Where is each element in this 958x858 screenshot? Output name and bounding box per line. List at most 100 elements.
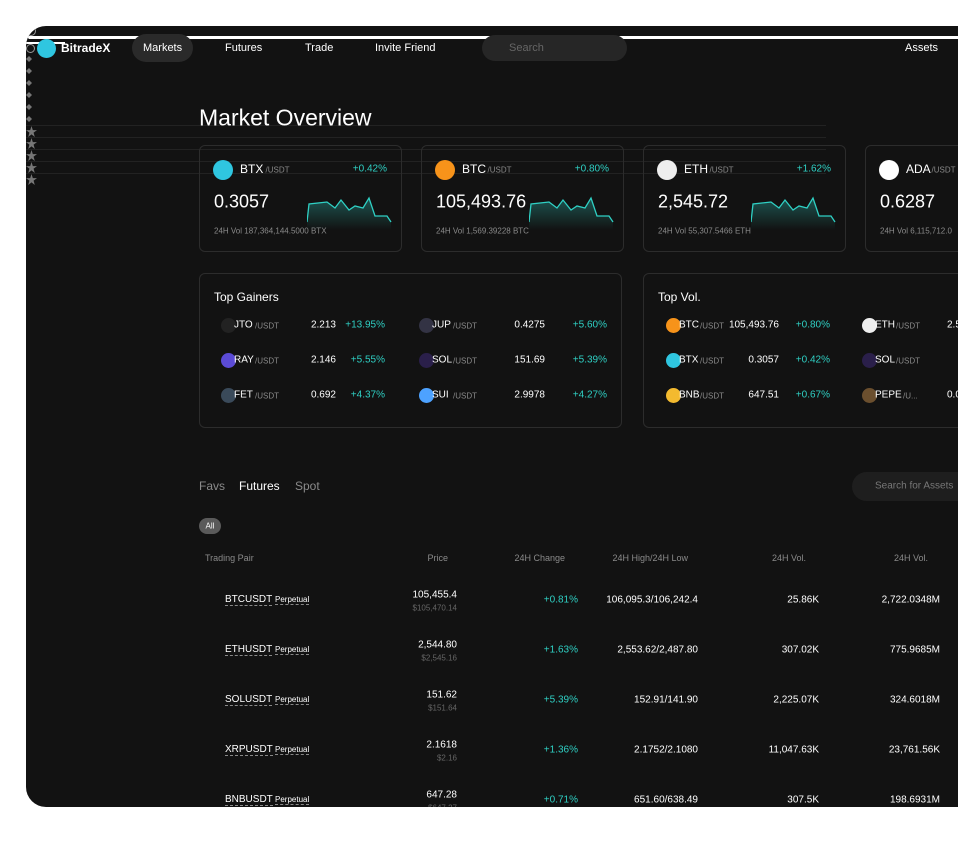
favorite-star[interactable] bbox=[26, 162, 37, 173]
pair-name[interactable]: BNBUSDT bbox=[225, 794, 273, 806]
list-price: 2.146 bbox=[310, 354, 336, 366]
list-price: 0.000 bbox=[947, 389, 958, 401]
list-quote: /USDT bbox=[453, 356, 477, 366]
nav-item[interactable]: Trade bbox=[305, 42, 334, 54]
list-quote: /USDT bbox=[453, 321, 477, 331]
coin-icon bbox=[435, 160, 455, 180]
sort-icon bbox=[26, 113, 32, 119]
price: 105,455.4 bbox=[412, 589, 458, 601]
favorite-star[interactable] bbox=[26, 150, 37, 161]
pair-name[interactable]: XRPUSDT bbox=[225, 744, 273, 756]
filter-label: All bbox=[205, 521, 215, 531]
market-card[interactable] bbox=[643, 145, 846, 252]
nav-item[interactable]: Invite Friend bbox=[375, 42, 436, 54]
coin-icon bbox=[862, 352, 877, 368]
pair-name[interactable]: BTCUSDT bbox=[225, 594, 273, 606]
card-volume: 24H Vol 55,307.5466 ETH bbox=[658, 226, 751, 236]
list-quote: /USDT bbox=[453, 391, 477, 401]
list-symbol: BNB bbox=[679, 389, 700, 401]
table-header[interactable]: 24H High/24H Low bbox=[612, 553, 688, 563]
list-symbol: JTO bbox=[234, 319, 253, 331]
volume: 2,225.07K bbox=[773, 694, 819, 706]
list-symbol: SUI bbox=[432, 389, 449, 401]
market-card[interactable] bbox=[865, 145, 958, 252]
change: +0.71% bbox=[543, 794, 578, 806]
list-price: 0.4275 bbox=[514, 319, 545, 331]
pair-name[interactable]: SOLUSDT bbox=[225, 694, 273, 706]
filter-pill[interactable] bbox=[199, 518, 221, 534]
sort-icon bbox=[26, 59, 32, 65]
pair-name[interactable]: ETHUSDT bbox=[225, 644, 273, 656]
list-quote: /USDT bbox=[700, 391, 724, 401]
list-change: +5.60% bbox=[572, 319, 607, 331]
card-volume: 24H Vol 6,115,712.0 bbox=[880, 226, 952, 236]
sort-icon bbox=[26, 71, 32, 77]
top-vol-box bbox=[643, 273, 958, 428]
volume-quote: 324.6018M bbox=[889, 694, 940, 706]
tab[interactable]: Spot bbox=[295, 479, 320, 493]
assets-menu[interactable]: Assets bbox=[905, 42, 939, 54]
nav-item[interactable]: Markets bbox=[143, 42, 183, 54]
favorite-star[interactable] bbox=[26, 174, 37, 185]
high-low: 152.91/141.90 bbox=[634, 694, 698, 706]
nav-item[interactable]: Futures bbox=[225, 42, 263, 54]
card-change: +0.80% bbox=[574, 163, 609, 175]
asset-search-placeholder: Search for Assets bbox=[875, 480, 954, 492]
card-quote: /USDT bbox=[487, 165, 512, 175]
table-header[interactable]: Trading Pair bbox=[205, 553, 254, 563]
coin-icon bbox=[666, 317, 681, 333]
list-quote: /USDT bbox=[255, 321, 279, 331]
card-price: 0.6287 bbox=[880, 191, 936, 212]
high-low: 651.60/638.49 bbox=[634, 794, 698, 806]
list-symbol: JUP bbox=[432, 319, 451, 331]
list-quote: /USDT bbox=[255, 391, 279, 401]
card-symbol: BTX bbox=[240, 162, 264, 176]
sparkline bbox=[529, 196, 614, 230]
section-title: Top Vol. bbox=[658, 290, 701, 304]
list-price: 0.3057 bbox=[748, 354, 779, 366]
volume: 307.5K bbox=[787, 794, 819, 806]
volume-quote: 23,761.56K bbox=[888, 744, 940, 756]
card-volume: 24H Vol 187,364,144.5000 BTX bbox=[214, 226, 327, 236]
favorite-star[interactable] bbox=[26, 126, 37, 137]
list-quote: /USDT bbox=[700, 356, 724, 366]
tab[interactable]: Favs bbox=[199, 479, 226, 493]
list-symbol: ETH bbox=[875, 319, 895, 331]
list-symbol: FET bbox=[234, 389, 253, 401]
list-price: 105,493.76 bbox=[728, 319, 779, 331]
row-divider bbox=[26, 161, 826, 162]
list-symbol: SOL bbox=[432, 354, 453, 366]
coin-icon bbox=[221, 387, 236, 403]
contract-type: Perpetual bbox=[275, 645, 310, 655]
favorite-star[interactable] bbox=[26, 138, 37, 149]
market-card[interactable] bbox=[199, 145, 402, 252]
change: +1.36% bbox=[543, 744, 578, 756]
volume: 25.86K bbox=[787, 594, 819, 606]
coin-icon bbox=[862, 317, 877, 333]
sort-icon bbox=[26, 95, 32, 101]
card-change: +0.42% bbox=[352, 163, 387, 175]
price: 151.62 bbox=[426, 689, 457, 701]
price: 2,544.80 bbox=[418, 639, 457, 651]
search-box[interactable] bbox=[482, 35, 627, 61]
card-symbol: BTC bbox=[462, 162, 486, 176]
coin-icon bbox=[213, 160, 233, 180]
table-header[interactable]: Price bbox=[427, 553, 448, 563]
list-change: +0.67% bbox=[795, 389, 830, 401]
table-header[interactable]: 24H Vol. bbox=[771, 553, 806, 563]
coin-icon bbox=[419, 352, 434, 368]
volume-quote: 198.6931M bbox=[889, 794, 940, 806]
list-change: +5.39% bbox=[572, 354, 607, 366]
card-change: +1.62% bbox=[796, 163, 831, 175]
asset-search-box[interactable] bbox=[852, 472, 958, 501]
top-gainers-box bbox=[199, 273, 622, 428]
coin-icon bbox=[666, 352, 681, 368]
market-card[interactable] bbox=[421, 145, 624, 252]
card-symbol: ADA bbox=[906, 162, 931, 176]
list-change: +0.80% bbox=[795, 319, 830, 331]
tab[interactable]: Futures bbox=[239, 479, 280, 493]
high-low: 2,553.62/2,487.80 bbox=[617, 644, 698, 656]
list-symbol: BTX bbox=[679, 354, 699, 366]
table-header[interactable]: 24H Change bbox=[514, 553, 565, 563]
table-header[interactable]: 24H Vol. bbox=[893, 553, 928, 563]
